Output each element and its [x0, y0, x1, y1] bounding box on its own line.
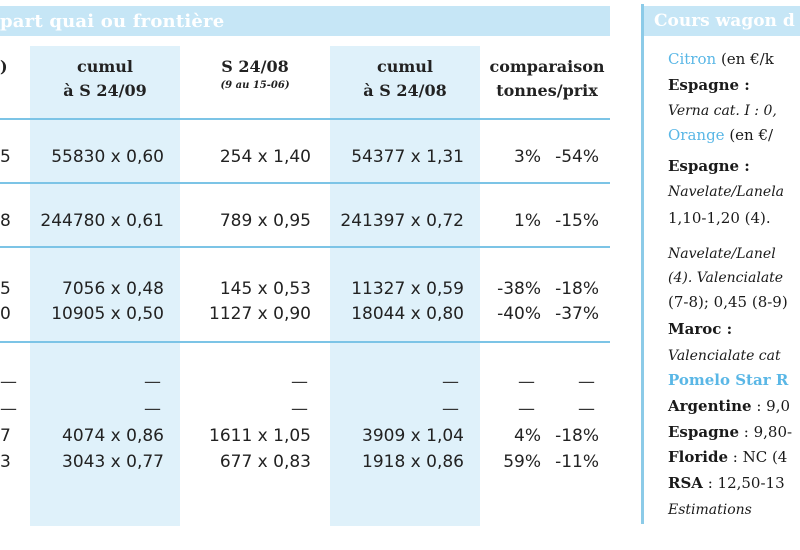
- panel-line: Floride : NC (4: [668, 448, 788, 466]
- panel-line: RSA : 12,50-13: [668, 474, 785, 492]
- wagon-price-panel: Cours wagon d Citron (en €/k Espagne : V…: [641, 4, 800, 524]
- panel-line: Orange (en €/: [668, 126, 774, 144]
- panel-line: (7-8); 0,45 (8-9): [668, 293, 788, 311]
- divider-line: [0, 182, 610, 184]
- panel-line: Espagne :: [668, 76, 750, 94]
- panel-line: (4). Valencialate: [668, 270, 784, 286]
- panel-line: Espagne :: [668, 157, 750, 175]
- panel-line: Citron (en €/k: [668, 50, 774, 68]
- panel-header-bar: Cours wagon d: [644, 6, 800, 36]
- divider-line: [0, 246, 610, 248]
- panel-line: Navelate/Lanel: [668, 246, 776, 262]
- panel-line: Verna cat. I : 0,: [668, 103, 777, 119]
- panel-line: Pomelo Star R: [668, 371, 789, 389]
- panel-line: Estimations: [668, 502, 752, 518]
- panel-line: Argentine : 9,0: [668, 397, 791, 415]
- panel-line: 1,10-1,20 (4).: [668, 209, 771, 227]
- column-header-comparaison: comparaison tonnes/prix: [489, 57, 605, 100]
- column-header-partial: ): [0, 57, 8, 76]
- panel-header-title: Cours wagon d: [654, 11, 795, 31]
- panel-line: Espagne : 9,80-: [668, 423, 793, 441]
- column-header-cumul-s24-09: cumul à S 24/09: [63, 57, 147, 100]
- price-table-section: part quai ou frontière ) cumul à S 24/09 …: [0, 6, 610, 526]
- panel-line: Maroc :: [668, 320, 733, 338]
- divider-line: [0, 341, 610, 343]
- table-header-title: part quai ou frontière: [0, 11, 225, 32]
- panel-line: Navelate/Lanela: [668, 184, 785, 200]
- divider-line: [0, 118, 610, 120]
- column-header-s24-08: S 24/08 (9 au 15-06): [220, 57, 290, 91]
- table-header-bar: part quai ou frontière: [0, 6, 610, 36]
- panel-line: Valencialate cat: [668, 348, 781, 364]
- column-header-cumul-s24-08: cumul à S 24/08: [363, 57, 447, 100]
- column-shade-cumul-s24-08: [330, 46, 480, 526]
- column-shade-cumul-s24-09: [30, 46, 180, 526]
